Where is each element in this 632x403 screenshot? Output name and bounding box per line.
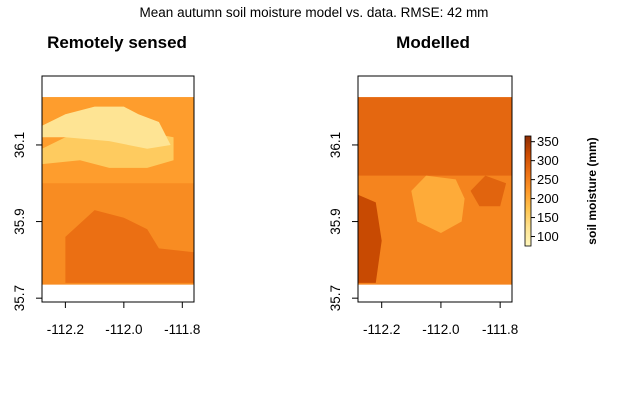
heatmap-area [358,97,512,285]
colorbar: 100 150 200 250 300 350 soil moisture (mm) [524,134,599,247]
y-tick-label: 36.1 [12,132,27,158]
x-tick-label: -111.8 [164,322,200,337]
y-axis: 35.7 35.9 36.1 [12,132,42,311]
y-tick-label: 36.1 [328,132,343,158]
panel-title: Remotely sensed [47,33,187,52]
heatmap-region-4 [65,210,194,283]
x-axis: -112.2 -112.0 -111.8 [47,302,200,337]
colorbar-tick-label: 350 [537,134,559,149]
colorbar-ticks: 100 150 200 250 300 350 [531,134,559,244]
heatmap-region-3 [358,194,382,283]
y-axis: 35.7 35.9 36.1 [328,132,358,311]
x-tick-label: -112.0 [422,322,459,337]
plot-frame [41,75,195,303]
y-tick-label: 35.7 [328,285,343,311]
colorbar-gradient [524,135,532,247]
y-tick-label: 35.9 [12,208,27,234]
heatmap-region-3 [42,106,171,149]
panel-modelled: Modelled -112.2 -112.0 -111.8 35.7 35.9 36.1 [328,33,518,337]
colorbar-label: soil moisture (mm) [585,137,599,244]
panel-remotely-sensed: Remotely sensed -112.2 -112.0 -111.8 35.73… [12,33,200,337]
heatmap-region-1 [358,97,512,176]
heatmap-region-4 [470,175,507,207]
panel-title: Modelled [396,33,470,52]
plot-frame [357,75,513,303]
figure-title: Mean autumn soil moisture model vs. data… [140,5,489,20]
colorbar-tick-label: 300 [537,153,559,168]
x-tick-label: -112.2 [363,322,400,337]
heatmap-region-2 [411,175,465,234]
colorbar-tick-label: 100 [537,229,559,244]
x-tick-label: -112.2 [47,322,84,337]
colorbar-tick-label: 200 [537,191,559,206]
colorbar-tick-label: 250 [537,172,559,187]
y-tick-label: 35.7 [12,285,27,311]
x-tick-label: -112.0 [105,322,142,337]
x-tick-label: -111.8 [482,322,518,337]
y-tick-label: 35.9 [328,208,343,234]
colorbar-tick-label: 150 [537,210,559,225]
heatmap-area [42,97,194,285]
x-axis: -112.2 -112.0 -111.8 [363,302,518,337]
